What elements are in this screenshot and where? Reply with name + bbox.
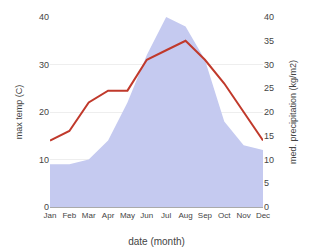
svg-text:30: 30 — [264, 60, 274, 70]
svg-text:med. precipitation (kg/m2): med. precipitation (kg/m2) — [288, 60, 298, 164]
svg-text:Jan: Jan — [44, 211, 57, 220]
svg-text:5: 5 — [264, 178, 269, 188]
svg-text:May: May — [120, 211, 135, 220]
svg-text:35: 35 — [264, 36, 274, 46]
svg-text:Aug: Aug — [178, 211, 192, 220]
svg-text:Jun: Jun — [140, 211, 153, 220]
svg-text:10: 10 — [264, 155, 274, 165]
svg-text:30: 30 — [39, 60, 49, 70]
svg-text:40: 40 — [264, 12, 274, 22]
svg-text:25: 25 — [264, 83, 274, 93]
svg-text:Nov: Nov — [237, 211, 251, 220]
svg-text:date (month): date (month) — [128, 236, 185, 247]
svg-text:Sep: Sep — [198, 211, 213, 220]
svg-text:0: 0 — [264, 202, 269, 212]
svg-text:20: 20 — [264, 107, 274, 117]
svg-text:max temp (C): max temp (C) — [14, 85, 24, 140]
svg-text:40: 40 — [39, 12, 49, 22]
svg-text:Jul: Jul — [161, 211, 171, 220]
svg-text:Dec: Dec — [256, 211, 270, 220]
svg-text:10: 10 — [39, 155, 49, 165]
svg-text:20: 20 — [39, 107, 49, 117]
svg-text:0: 0 — [44, 202, 49, 212]
svg-text:15: 15 — [264, 131, 274, 141]
svg-text:Oct: Oct — [218, 211, 231, 220]
svg-text:Apr: Apr — [102, 211, 115, 220]
svg-text:Mar: Mar — [82, 211, 96, 220]
svg-text:Feb: Feb — [62, 211, 76, 220]
